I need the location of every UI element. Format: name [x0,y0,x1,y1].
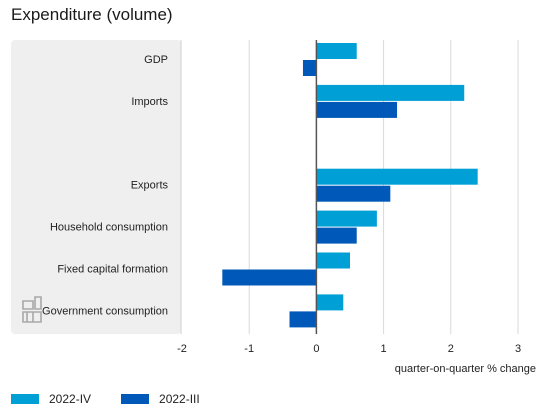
category-label: Household consumption [50,222,168,234]
category-label: Fixed capital formation [57,264,168,276]
legend-label-series-b: 2022-III [159,392,200,406]
category-label: Government consumption [42,305,168,317]
bar-series-b [222,269,317,286]
legend-item-series-a[interactable]: 2022-IV [11,392,91,406]
bar-series-b [316,227,357,244]
cbs-logo-icon [22,296,42,323]
x-tick-label: -2 [177,343,187,355]
category-label: Imports [131,96,168,108]
bar-series-b [316,101,398,118]
x-tick-label: -1 [244,343,254,355]
bar-series-b [302,60,317,76]
bar-series-a [316,43,357,59]
bar-series-a [316,294,344,311]
x-tick-label: 3 [515,343,521,355]
legend-swatch-series-b [121,394,150,404]
x-tick-label: 1 [381,343,387,355]
category-label: Exports [131,180,169,192]
category-label: GDP [144,54,168,66]
bar-series-a [316,84,465,101]
legend-swatch-series-a [11,394,39,404]
bar-series-b [289,311,317,328]
x-tick-label: 0 [313,343,319,355]
x-tick-label: 2 [448,343,454,355]
bar-series-b [316,185,391,202]
bar-series-a [316,168,478,185]
legend-item-series-b[interactable]: 2022-III [121,392,200,406]
legend-label-series-a: 2022-IV [49,392,92,406]
x-axis-title: quarter-on-quarter % change [395,363,536,375]
legend: 2022-IV 2022-III [11,392,230,406]
chart-title: Expenditure (volume) [11,5,173,24]
bar-series-a [316,252,350,269]
bar-series-a [316,210,377,227]
label-panel [11,40,181,334]
